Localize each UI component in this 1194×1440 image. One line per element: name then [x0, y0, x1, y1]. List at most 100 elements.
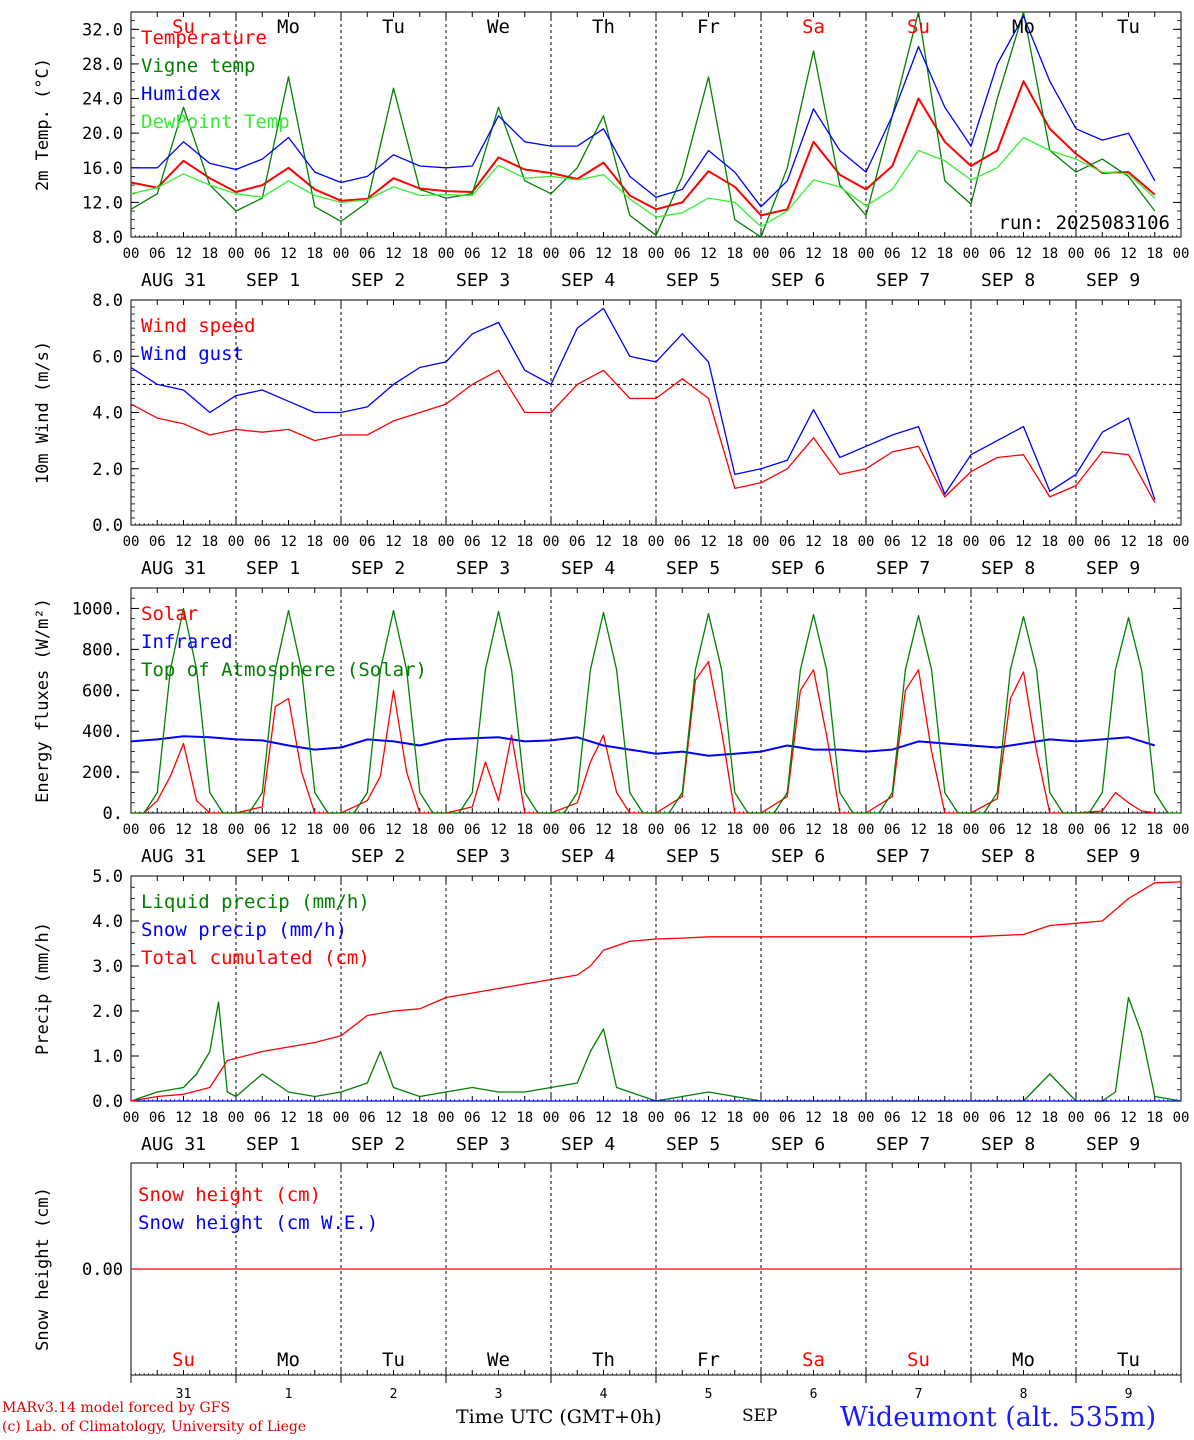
hour-tick-label: 06 [674, 1110, 691, 1126]
hour-tick-label: 18 [411, 1110, 428, 1126]
hour-tick-label: 00 [543, 822, 560, 838]
hour-tick-label: 00 [543, 534, 560, 550]
hour-tick-label: 18 [621, 246, 638, 262]
hour-tick-label: 06 [569, 246, 586, 262]
hour-tick-label: 18 [831, 1110, 848, 1126]
hour-tick-label: 18 [726, 822, 743, 838]
y-tick-label: 800. [82, 640, 123, 660]
hour-tick-label: 00 [753, 1110, 770, 1126]
hour-tick-label: 18 [201, 534, 218, 550]
hour-tick-label: 00 [1173, 822, 1190, 838]
legend-entry: Wind speed [141, 315, 255, 337]
date-label: SEP 8 [981, 1134, 1035, 1155]
legend-entry: Snow height (cm) [138, 1184, 321, 1206]
y-tick-label: 400. [82, 722, 123, 742]
hour-tick-label: 12 [280, 1110, 297, 1126]
hour-tick-label: 12 [175, 246, 192, 262]
date-label: SEP 8 [981, 846, 1035, 867]
hour-tick-label: 18 [306, 534, 323, 550]
hour-tick-label: 18 [621, 822, 638, 838]
hour-tick-label: 18 [1041, 246, 1058, 262]
hour-tick-label: 12 [805, 822, 822, 838]
hour-tick-label: 06 [1094, 534, 1111, 550]
station-name: Wideumont (alt. 535m) [840, 1402, 1157, 1433]
hour-tick-label: 06 [149, 246, 166, 262]
hour-tick-label: 18 [726, 246, 743, 262]
day-abbrev: Tu [382, 1349, 405, 1371]
hour-tick-label: 00 [1068, 822, 1085, 838]
date-label: SEP 4 [561, 558, 615, 579]
series-line [131, 15, 1156, 208]
hour-tick-label: 18 [621, 534, 638, 550]
date-label: SEP 6 [771, 558, 825, 579]
legend-entry: Top of Atmosphere (Solar) [141, 659, 427, 681]
legend-entry: Total cumulated (cm) [141, 947, 370, 969]
legend-entry: Vigne temp [141, 55, 255, 77]
date-label: SEP 4 [561, 1134, 615, 1155]
hour-tick-label: 12 [910, 534, 927, 550]
y-tick-label: 12.0 [82, 193, 123, 213]
day-abbrev: Mo [1012, 1349, 1035, 1371]
hour-tick-label: 00 [123, 534, 140, 550]
hour-tick-label: 12 [595, 246, 612, 262]
hour-tick-label: 18 [306, 822, 323, 838]
hour-tick-label: 12 [280, 822, 297, 838]
hour-tick-label: 12 [1120, 534, 1137, 550]
series-line [130, 307, 1156, 500]
date-label: SEP 1 [246, 270, 300, 291]
series-line [130, 80, 1156, 217]
day-abbrev: Mo [1012, 16, 1035, 38]
hour-tick-label: 12 [805, 534, 822, 550]
series-line [130, 369, 1156, 503]
hour-tick-label: 18 [306, 1110, 323, 1126]
hour-tick-label: 18 [726, 1110, 743, 1126]
y-tick-label: 3.0 [92, 957, 123, 977]
hour-tick-label: 12 [700, 822, 717, 838]
day-abbrev: Su [907, 1349, 930, 1371]
hour-tick-label: 12 [385, 1110, 402, 1126]
date-label: SEP 5 [666, 1134, 720, 1155]
hour-tick-label: 00 [963, 1110, 980, 1126]
hour-tick-label: 18 [936, 822, 953, 838]
hour-tick-label: 00 [648, 822, 665, 838]
hour-tick-label: 00 [1173, 1110, 1190, 1126]
hour-tick-label: 12 [385, 246, 402, 262]
hour-tick-label: 00 [1068, 534, 1085, 550]
hour-tick-label: 18 [1146, 1110, 1163, 1126]
hour-tick-label: 06 [569, 1110, 586, 1126]
hour-tick-label: 06 [149, 534, 166, 550]
day-abbrev: Sa [802, 1349, 825, 1371]
hour-tick-label: 06 [149, 822, 166, 838]
hour-tick-label: 06 [254, 534, 271, 550]
hour-tick-label: 18 [201, 822, 218, 838]
hour-tick-label: 00 [753, 822, 770, 838]
day-number: 2 [390, 1387, 398, 1400]
hour-tick-label: 18 [516, 822, 533, 838]
series-line [131, 660, 1155, 814]
hour-tick-label: 12 [595, 822, 612, 838]
hour-tick-label: 12 [385, 534, 402, 550]
hour-tick-label: 12 [1120, 246, 1137, 262]
day-number: 9 [1125, 1387, 1133, 1400]
hour-tick-label: 18 [201, 1110, 218, 1126]
day-number: 31 [176, 1387, 192, 1400]
temperature-panel: 32.0 28.0 24.0 20.0 16.0 12.0 8.0 2m Temp. (°C)… [33, 11, 1189, 291]
hour-tick-label: 12 [490, 246, 507, 262]
day-abbrev: Fr [697, 16, 720, 38]
y-tick-label: 0.00 [82, 1260, 123, 1280]
hour-tick-label: 18 [936, 534, 953, 550]
date-label: SEP 6 [771, 1134, 825, 1155]
y-tick-label: 2.0 [92, 1002, 123, 1022]
hour-tick-label: 12 [1120, 822, 1137, 838]
hour-tick-label: 06 [779, 1110, 796, 1126]
date-label: SEP 9 [1086, 558, 1140, 579]
legend-entry: Humidex [141, 83, 221, 105]
y-tick-label: 4.0 [92, 912, 123, 932]
hour-tick-label: 12 [1015, 1110, 1032, 1126]
hour-tick-label: 00 [123, 246, 140, 262]
legend-entry: Infrared [141, 631, 233, 653]
series-line [130, 11, 1156, 238]
y-tick-label: 0.0 [92, 516, 123, 536]
hour-tick-label: 00 [858, 246, 875, 262]
hour-tick-label: 06 [884, 1110, 901, 1126]
